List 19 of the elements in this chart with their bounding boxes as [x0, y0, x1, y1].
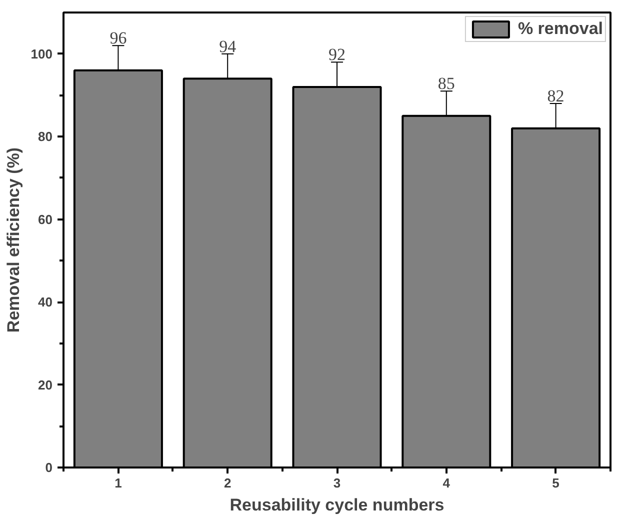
y-tick-label: 80	[38, 129, 53, 144]
x-tick-label: 4	[442, 476, 451, 490]
x-tick-label: 5	[552, 476, 560, 490]
y-tick-label: 60	[38, 212, 53, 227]
y-axis-title: Removal efficiency (%)	[4, 147, 23, 333]
legend-label: % removal	[518, 19, 603, 39]
y-tick-label: 100	[30, 46, 53, 62]
data-label: 94	[219, 36, 237, 56]
x-tick-label: 3	[333, 476, 341, 490]
x-tick-label: 2	[224, 476, 232, 490]
x-tick-label: 1	[114, 476, 122, 490]
data-label: 82	[547, 86, 564, 106]
data-label: 85	[438, 74, 455, 94]
y-tick-label: 0	[45, 460, 53, 475]
data-label: 96	[110, 28, 127, 48]
y-tick-label: 20	[38, 377, 53, 392]
y-tick-label: 40	[38, 294, 53, 310]
x-axis-title: Reusability cycle numbers	[230, 496, 444, 514]
data-label: 92	[328, 45, 346, 64]
